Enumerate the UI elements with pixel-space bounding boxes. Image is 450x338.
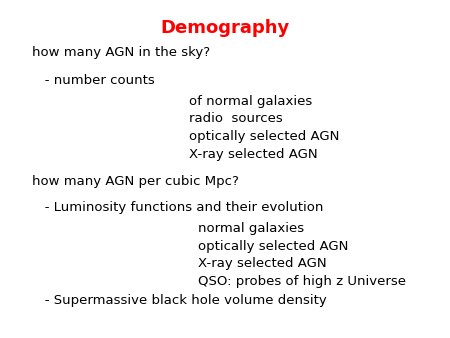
Text: normal galaxies: normal galaxies xyxy=(198,222,304,235)
Text: QSO: probes of high z Universe: QSO: probes of high z Universe xyxy=(198,275,406,288)
Text: optically selected AGN: optically selected AGN xyxy=(189,130,339,143)
Text: how many AGN in the sky?: how many AGN in the sky? xyxy=(32,46,210,59)
Text: optically selected AGN: optically selected AGN xyxy=(198,240,348,253)
Text: radio  sources: radio sources xyxy=(189,113,283,125)
Text: X-ray selected AGN: X-ray selected AGN xyxy=(189,148,318,161)
Text: Demography: Demography xyxy=(160,19,290,37)
Text: of normal galaxies: of normal galaxies xyxy=(189,95,312,108)
Text: X-ray selected AGN: X-ray selected AGN xyxy=(198,258,327,270)
Text: - Luminosity functions and their evolution: - Luminosity functions and their evoluti… xyxy=(32,201,323,214)
Text: how many AGN per cubic Mpc?: how many AGN per cubic Mpc? xyxy=(32,175,238,188)
Text: - number counts: - number counts xyxy=(32,74,154,87)
Text: - Supermassive black hole volume density: - Supermassive black hole volume density xyxy=(32,294,326,307)
